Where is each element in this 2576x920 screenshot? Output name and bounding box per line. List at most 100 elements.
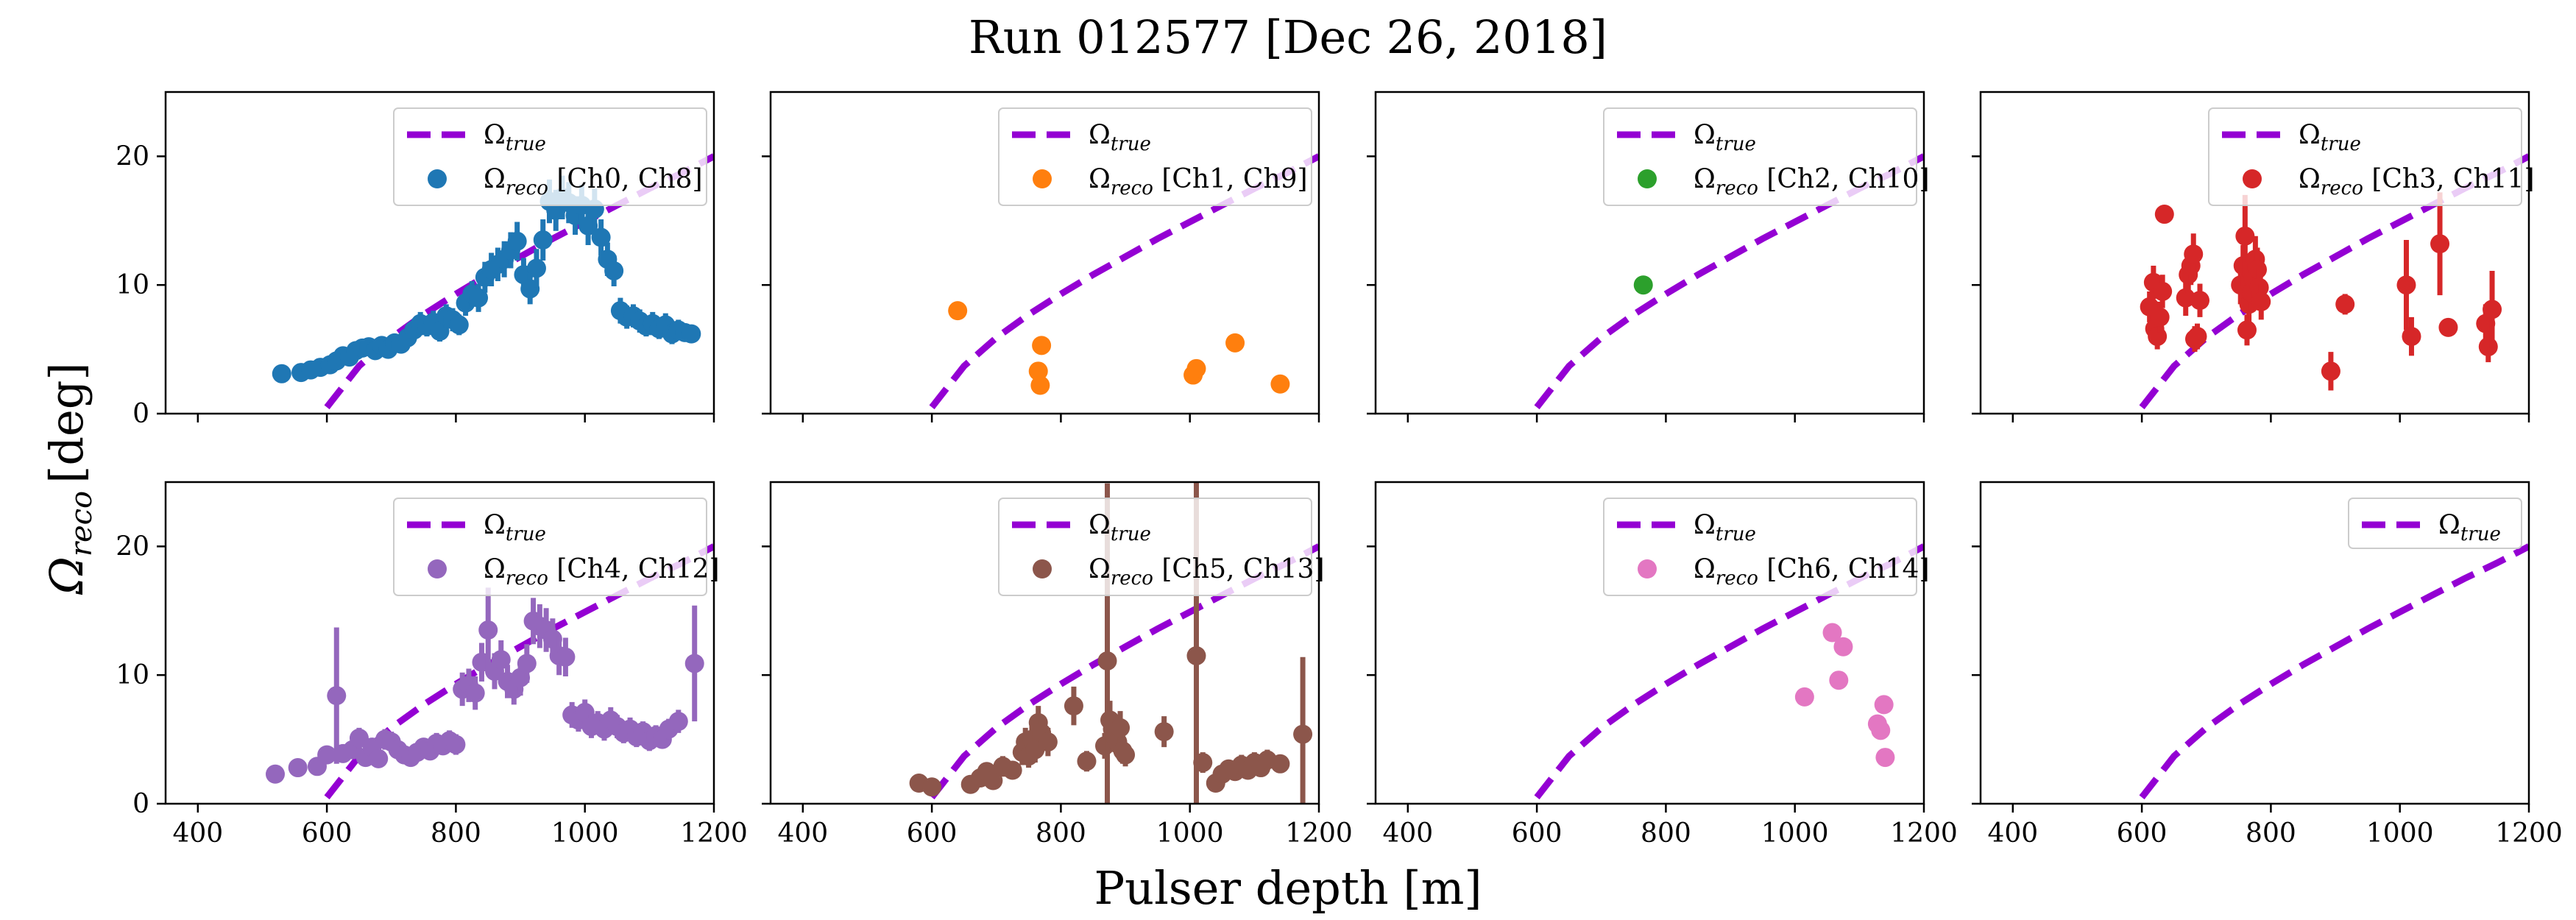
legend-reco-channels: [Ch1, Ch9] bbox=[1153, 164, 1308, 194]
y-tick-label: 10 bbox=[116, 270, 149, 300]
legend-reco-swatch bbox=[428, 559, 447, 578]
legend-reco-subscript: reco bbox=[2321, 177, 2363, 199]
legend-reco-label: Ωreco [Ch4, Ch12] bbox=[484, 554, 719, 590]
data-point bbox=[948, 301, 968, 321]
data-point bbox=[1633, 275, 1653, 295]
legend-true-label: Ωtrue bbox=[2299, 120, 2361, 155]
data-point bbox=[449, 315, 469, 335]
legend-true-label: Ωtrue bbox=[1089, 510, 1151, 545]
legend-true-symbol: Ω bbox=[1089, 120, 1111, 150]
data-point bbox=[266, 764, 285, 784]
legend-reco-subscript: reco bbox=[1716, 177, 1758, 199]
legend-reco-subscript: reco bbox=[1111, 567, 1153, 590]
data-point bbox=[533, 230, 553, 250]
data-point bbox=[668, 712, 688, 732]
y-axis-label: Ωreco [deg] bbox=[40, 362, 99, 595]
x-tick-label: 600 bbox=[1512, 818, 1563, 849]
y-axis-label-subscript: reco bbox=[65, 491, 99, 556]
data-point bbox=[1038, 732, 1058, 752]
y-axis-label-symbol: Ω bbox=[40, 556, 93, 595]
data-point bbox=[1874, 695, 1894, 715]
plot-area bbox=[272, 153, 714, 410]
y-axis-label-unit: [deg] bbox=[40, 362, 93, 483]
data-point bbox=[556, 647, 576, 667]
data-point bbox=[288, 758, 308, 778]
legend-true-symbol: Ω bbox=[2438, 510, 2460, 540]
data-point bbox=[369, 749, 389, 768]
legend-true-symbol: Ω bbox=[2299, 120, 2321, 150]
data-point bbox=[491, 650, 511, 670]
legend-reco-channels: [Ch2, Ch10] bbox=[1758, 164, 1930, 194]
legend-true-subscript: true bbox=[506, 523, 546, 545]
data-point bbox=[1030, 375, 1050, 395]
data-point bbox=[1193, 753, 1213, 773]
plot-area bbox=[2139, 543, 2529, 800]
x-axis-label: Pulser depth [m] bbox=[1094, 861, 1482, 915]
legend-reco-symbol: Ω bbox=[1694, 554, 1716, 584]
x-tick-label: 1200 bbox=[2495, 818, 2563, 849]
data-point bbox=[2478, 337, 2498, 357]
legend-true-symbol: Ω bbox=[484, 120, 506, 150]
legend-true-symbol: Ω bbox=[1694, 120, 1716, 150]
x-tick-label: 1200 bbox=[680, 818, 748, 849]
panel-frame bbox=[1979, 481, 2530, 805]
data-point bbox=[1871, 721, 1891, 740]
legend-true-label: Ωtrue bbox=[1694, 120, 1756, 155]
legend-true-subscript: true bbox=[506, 133, 546, 155]
data-point bbox=[2154, 205, 2174, 224]
data-point bbox=[604, 261, 624, 280]
panel-frame bbox=[164, 91, 715, 415]
x-tick-label: 400 bbox=[1382, 818, 1433, 849]
data-point bbox=[478, 620, 498, 640]
data-point bbox=[2430, 234, 2450, 254]
x-tick-label: 1000 bbox=[2366, 818, 2434, 849]
data-point bbox=[1225, 333, 1245, 353]
data-point bbox=[2184, 244, 2204, 264]
data-point bbox=[1822, 623, 1842, 643]
legend-reco-swatch bbox=[2243, 169, 2262, 188]
data-point bbox=[922, 777, 942, 797]
x-tick-label: 1000 bbox=[1761, 818, 1829, 849]
legend-true-symbol: Ω bbox=[484, 510, 506, 540]
legend-reco-symbol: Ω bbox=[1694, 164, 1716, 194]
data-point bbox=[1097, 651, 1117, 670]
data-point bbox=[2483, 300, 2502, 319]
data-point bbox=[1077, 751, 1097, 771]
data-point bbox=[1829, 670, 1849, 690]
legend-reco-channels: [Ch6, Ch14] bbox=[1758, 554, 1930, 584]
legend-true-subscript: true bbox=[1111, 133, 1151, 155]
x-tick-label: 800 bbox=[1036, 818, 1086, 849]
panel-frame bbox=[769, 481, 1320, 805]
x-tick-label: 1200 bbox=[1890, 818, 1958, 849]
true-curve bbox=[2139, 543, 2529, 800]
legend-true-symbol: Ω bbox=[1089, 510, 1111, 540]
legend-reco-symbol: Ω bbox=[2299, 164, 2321, 194]
legend-reco-swatch bbox=[1033, 559, 1052, 578]
legend-reco-swatch bbox=[1638, 169, 1657, 188]
x-tick-label: 600 bbox=[2117, 818, 2168, 849]
x-tick-label: 1200 bbox=[1285, 818, 1353, 849]
legend-box bbox=[1603, 107, 1917, 206]
x-tick-label: 800 bbox=[431, 818, 481, 849]
legend: Ωtrue bbox=[2348, 498, 2522, 549]
x-tick-label: 600 bbox=[907, 818, 958, 849]
panel-8: 400 600 800 1000 1200 Ωtrue bbox=[1972, 481, 2563, 849]
x-tick-label: 400 bbox=[1987, 818, 2038, 849]
data-point bbox=[507, 231, 527, 251]
legend-reco-symbol: Ω bbox=[484, 554, 506, 584]
legend-true-label: Ωtrue bbox=[484, 120, 546, 155]
data-point bbox=[2396, 275, 2416, 295]
x-tick-label: 1000 bbox=[551, 818, 619, 849]
legend-box bbox=[998, 107, 1312, 206]
data-point bbox=[2235, 226, 2255, 246]
legend-reco-label: Ωreco [Ch0, Ch8] bbox=[484, 164, 703, 199]
